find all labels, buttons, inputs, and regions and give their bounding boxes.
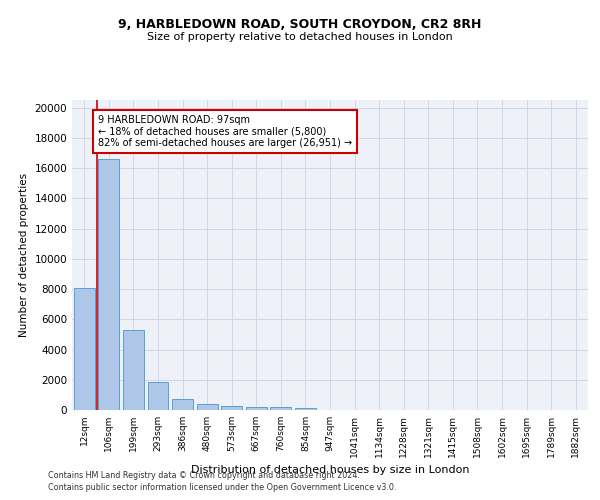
Bar bbox=[98, 159, 119, 410]
Bar bbox=[148, 382, 169, 410]
Bar bbox=[246, 406, 267, 410]
Bar bbox=[271, 408, 292, 410]
Bar bbox=[172, 400, 193, 410]
Text: 9 HARBLEDOWN ROAD: 97sqm
← 18% of detached houses are smaller (5,800)
82% of sem: 9 HARBLEDOWN ROAD: 97sqm ← 18% of detach… bbox=[98, 115, 352, 148]
Bar bbox=[123, 330, 144, 410]
Text: Size of property relative to detached houses in London: Size of property relative to detached ho… bbox=[147, 32, 453, 42]
X-axis label: Distribution of detached houses by size in London: Distribution of detached houses by size … bbox=[191, 466, 469, 475]
Y-axis label: Number of detached properties: Number of detached properties bbox=[19, 173, 29, 337]
Bar bbox=[197, 404, 218, 410]
Text: Contains HM Land Registry data © Crown copyright and database right 2024.: Contains HM Land Registry data © Crown c… bbox=[48, 471, 360, 480]
Bar bbox=[74, 288, 95, 410]
Bar bbox=[221, 406, 242, 410]
Bar bbox=[295, 408, 316, 410]
Text: 9, HARBLEDOWN ROAD, SOUTH CROYDON, CR2 8RH: 9, HARBLEDOWN ROAD, SOUTH CROYDON, CR2 8… bbox=[118, 18, 482, 30]
Text: Contains public sector information licensed under the Open Government Licence v3: Contains public sector information licen… bbox=[48, 484, 397, 492]
